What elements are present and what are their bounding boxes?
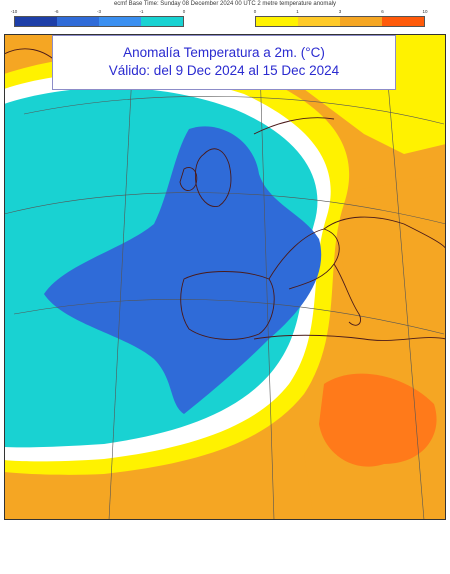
figure-header: ecmf Base Time: Sunday 08 December 2024 … bbox=[0, 0, 450, 30]
legend-warm-swatches bbox=[255, 16, 425, 27]
legend-tick: -6 bbox=[54, 9, 59, 14]
map-validity: Válido: del 9 Dec 2024 al 15 Dec 2024 bbox=[108, 63, 340, 78]
legend-tick: 10 bbox=[422, 9, 428, 14]
legend-swatch bbox=[382, 17, 424, 26]
graticule-line bbox=[383, 34, 425, 520]
coastline-france bbox=[268, 228, 340, 290]
legend-warm-ticks: 0 1 3 6 10 bbox=[253, 9, 428, 16]
header-caption: ecmf Base Time: Sunday 08 December 2024 … bbox=[113, 1, 337, 7]
coastline-central-europe bbox=[323, 216, 446, 250]
graticule-line bbox=[108, 34, 135, 520]
coastline-scandinavia bbox=[253, 117, 335, 135]
legend-tick: 3 bbox=[338, 9, 342, 14]
legend-cold-ticks: -10 -6 -3 -1 0 bbox=[10, 9, 186, 16]
legend-tick: 1 bbox=[296, 9, 299, 14]
strong-cold-core bbox=[44, 126, 322, 414]
legend-tick: -10 bbox=[10, 9, 18, 14]
graticule-line bbox=[13, 299, 445, 335]
legend-tick: -1 bbox=[139, 9, 144, 14]
graticule-line bbox=[23, 96, 445, 125]
legend-cold: -10 -6 -3 -1 0 bbox=[10, 9, 186, 29]
legend-tick: 0 bbox=[253, 9, 257, 14]
legend-swatch bbox=[256, 17, 298, 26]
legend-swatch bbox=[57, 17, 99, 26]
map-title: Anomalía Temperatura a 2m. (°C) bbox=[123, 45, 325, 60]
anomaly-map-svg bbox=[4, 34, 446, 520]
coastline-italy bbox=[333, 263, 361, 326]
coastline-iberia bbox=[180, 271, 275, 340]
anomaly-map bbox=[4, 34, 446, 520]
legend-swatch bbox=[298, 17, 340, 26]
legend-swatch bbox=[99, 17, 141, 26]
map-title-box: Anomalía Temperatura a 2m. (°C) Válido: … bbox=[52, 35, 396, 90]
legend-tick: -3 bbox=[96, 9, 102, 14]
legend-cold-swatches bbox=[14, 16, 184, 27]
coastline-north-africa bbox=[253, 334, 446, 341]
graticule-line bbox=[4, 192, 446, 225]
map-frame bbox=[4, 34, 446, 520]
legend-tick: 6 bbox=[381, 9, 384, 14]
legend-warm: 0 1 3 6 10 bbox=[253, 9, 428, 29]
warm-core-sahara bbox=[319, 373, 437, 467]
coastlines bbox=[4, 48, 446, 341]
legend-swatch bbox=[141, 17, 183, 26]
graticule-line bbox=[258, 34, 275, 520]
legend-tick: 0 bbox=[182, 9, 186, 14]
legend-swatch bbox=[15, 17, 57, 26]
graticule bbox=[4, 34, 446, 520]
coastline-ireland bbox=[179, 167, 198, 191]
legend-swatch bbox=[340, 17, 382, 26]
